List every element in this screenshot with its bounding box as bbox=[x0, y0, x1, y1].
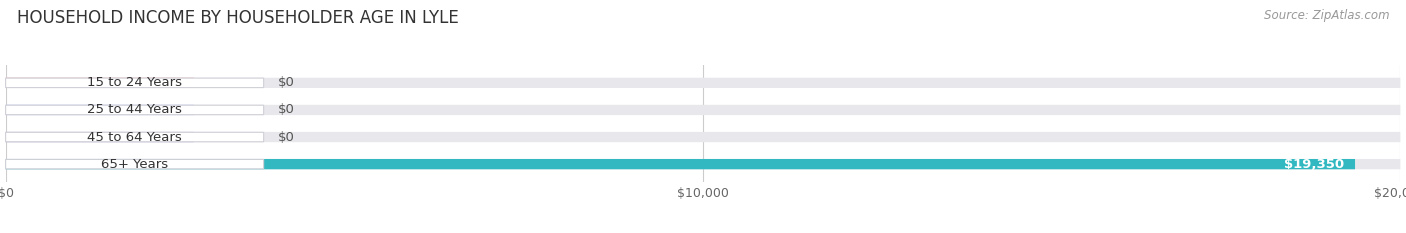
Text: 65+ Years: 65+ Years bbox=[101, 158, 169, 171]
FancyBboxPatch shape bbox=[6, 159, 264, 169]
Text: $0: $0 bbox=[277, 103, 294, 116]
FancyBboxPatch shape bbox=[6, 78, 1400, 88]
FancyBboxPatch shape bbox=[6, 105, 264, 115]
FancyBboxPatch shape bbox=[6, 78, 264, 88]
FancyBboxPatch shape bbox=[6, 132, 264, 142]
FancyBboxPatch shape bbox=[6, 132, 194, 142]
Text: $19,350: $19,350 bbox=[1284, 158, 1344, 171]
Text: 15 to 24 Years: 15 to 24 Years bbox=[87, 76, 183, 89]
Text: Source: ZipAtlas.com: Source: ZipAtlas.com bbox=[1264, 9, 1389, 22]
FancyBboxPatch shape bbox=[6, 105, 194, 115]
Text: $0: $0 bbox=[277, 76, 294, 89]
Text: 25 to 44 Years: 25 to 44 Years bbox=[87, 103, 181, 116]
Text: $0: $0 bbox=[277, 130, 294, 144]
Text: 45 to 64 Years: 45 to 64 Years bbox=[87, 130, 181, 144]
FancyBboxPatch shape bbox=[6, 159, 1355, 169]
FancyBboxPatch shape bbox=[6, 159, 1400, 169]
FancyBboxPatch shape bbox=[6, 132, 1400, 142]
FancyBboxPatch shape bbox=[6, 78, 194, 88]
Text: HOUSEHOLD INCOME BY HOUSEHOLDER AGE IN LYLE: HOUSEHOLD INCOME BY HOUSEHOLDER AGE IN L… bbox=[17, 9, 458, 27]
FancyBboxPatch shape bbox=[6, 105, 1400, 115]
